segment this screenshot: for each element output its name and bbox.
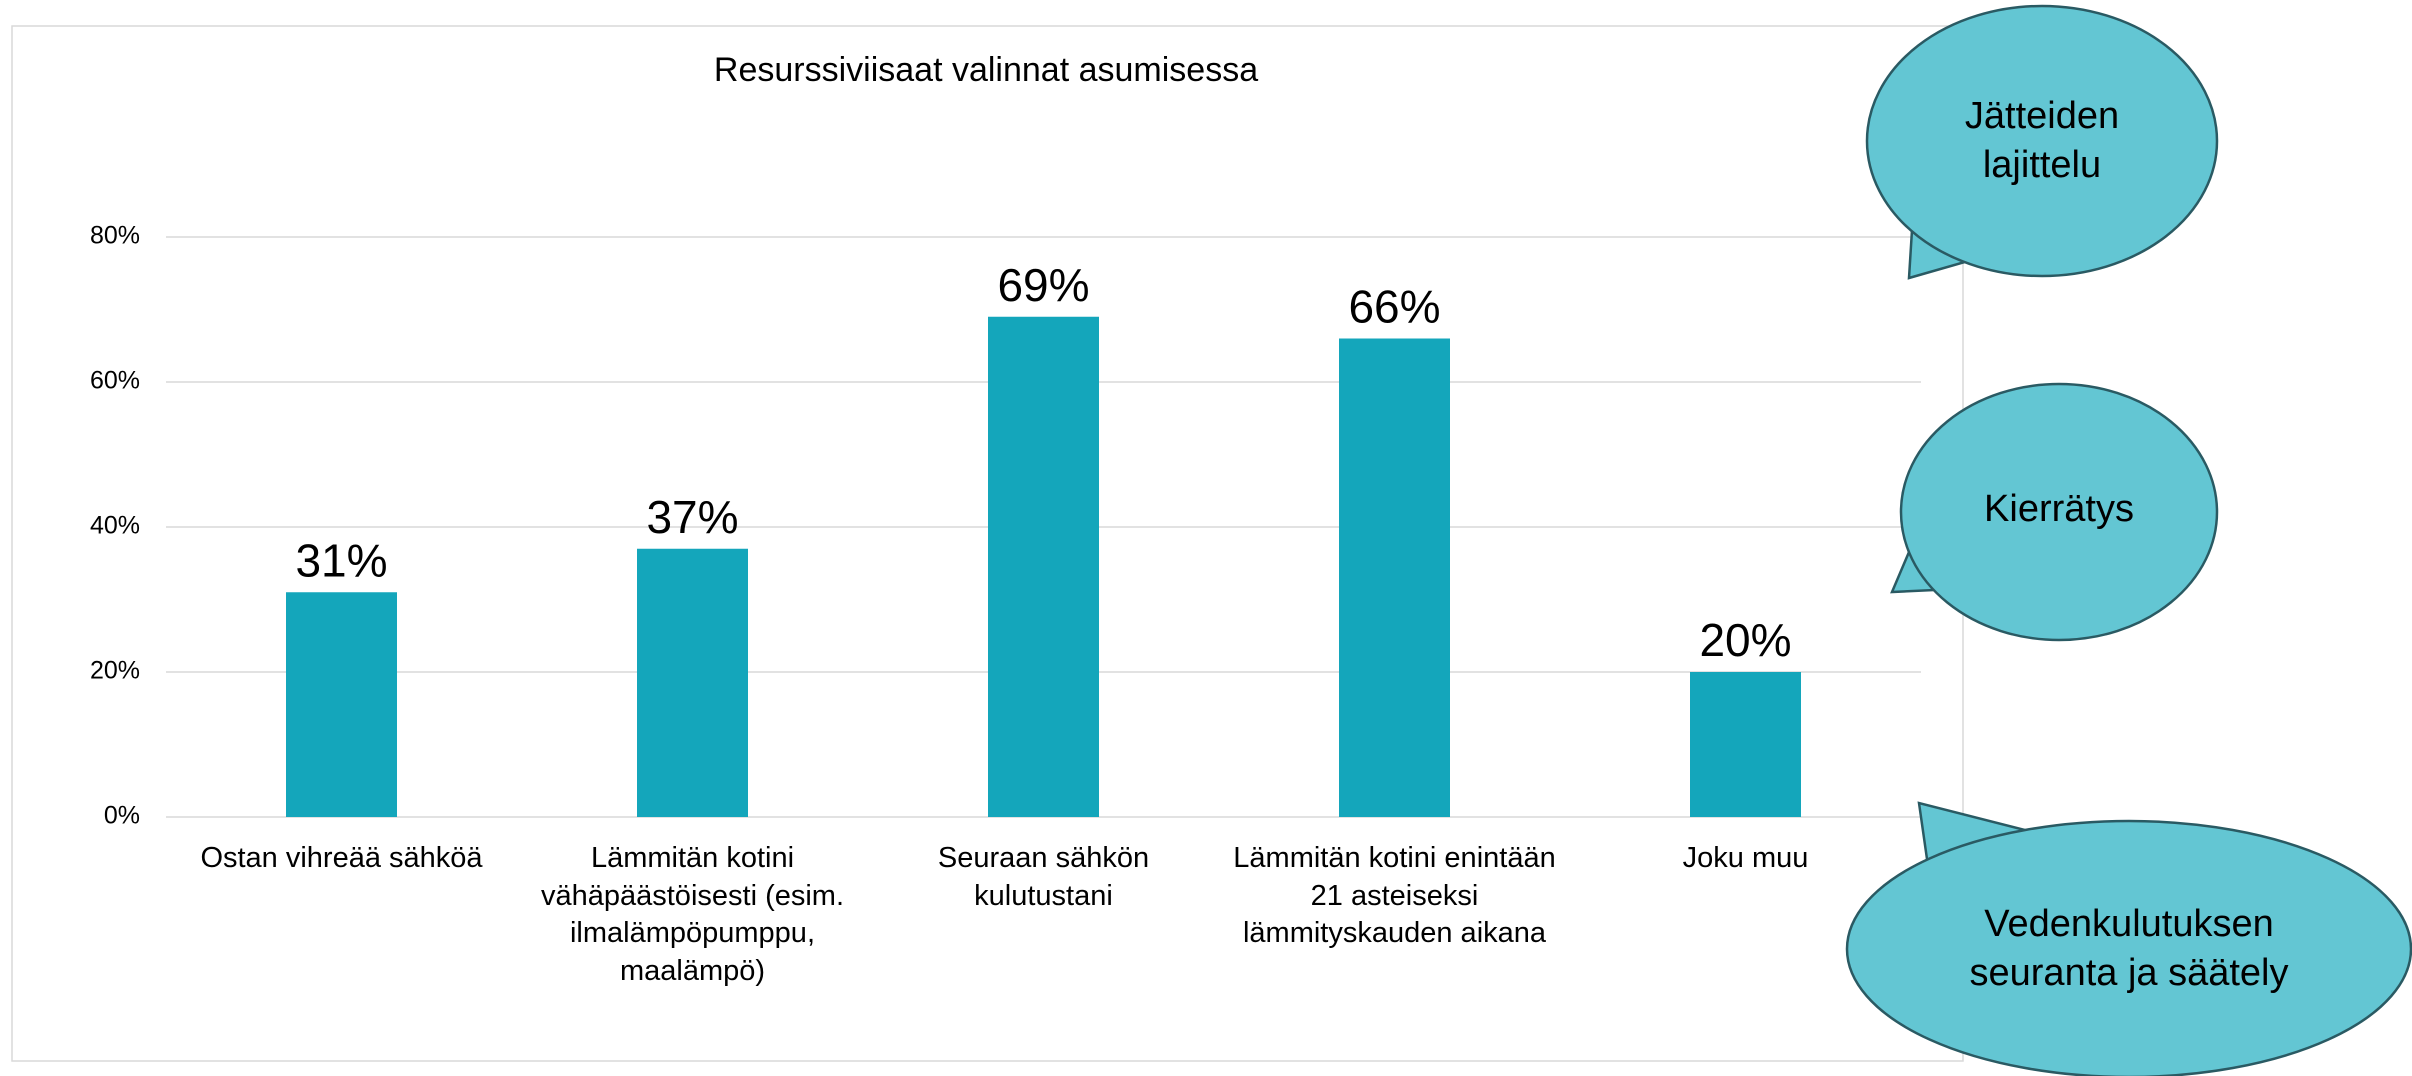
chart-border bbox=[11, 25, 1964, 1062]
callout bbox=[1845, 819, 2412, 1076]
value-label: 20% bbox=[1699, 614, 1791, 666]
callouts bbox=[1845, 4, 2412, 1076]
plot: 0% 20% 40% 60% 80% 31% 37% 69% 66% 20% bbox=[90, 222, 1921, 830]
callout bbox=[1865, 4, 2219, 278]
y-tick-label: 40% bbox=[90, 512, 140, 540]
bar bbox=[988, 316, 1099, 817]
y-tick-label: 80% bbox=[90, 222, 140, 250]
x-tick-label: Ostan vihreää sähköä bbox=[200, 842, 483, 874]
x-tick-label: Lämmitän kotini vähäpäästöisesti (esim. … bbox=[540, 842, 845, 988]
bar bbox=[637, 548, 748, 817]
x-tick-label: Lämmitän kotini enintään 21 asteiseksi l… bbox=[1233, 842, 1556, 950]
callout-text: Vedenkulutuksen seuranta ja säätely bbox=[1969, 903, 2289, 995]
y-tick-label: 60% bbox=[90, 367, 140, 395]
value-label: 31% bbox=[295, 534, 387, 586]
bar bbox=[286, 592, 397, 817]
value-label: 69% bbox=[997, 259, 1089, 311]
bar bbox=[1339, 338, 1450, 817]
x-tick-label: Joku muu bbox=[1682, 842, 1809, 874]
chart-title: Resurssiviisaat valinnat asumisessa bbox=[713, 51, 1259, 89]
y-tick-label: 0% bbox=[104, 802, 140, 830]
value-label: 66% bbox=[1348, 281, 1440, 333]
bar bbox=[1690, 672, 1801, 817]
callout bbox=[1899, 382, 2219, 642]
value-label: 37% bbox=[646, 491, 738, 543]
callout-text: Jätteiden lajittelu bbox=[1964, 95, 2120, 187]
callout-text: Kierrätys bbox=[1984, 488, 2134, 530]
x-tick-label: Seuraan sähkön kulutustani bbox=[937, 842, 1150, 912]
y-tick-label: 20% bbox=[90, 657, 140, 685]
